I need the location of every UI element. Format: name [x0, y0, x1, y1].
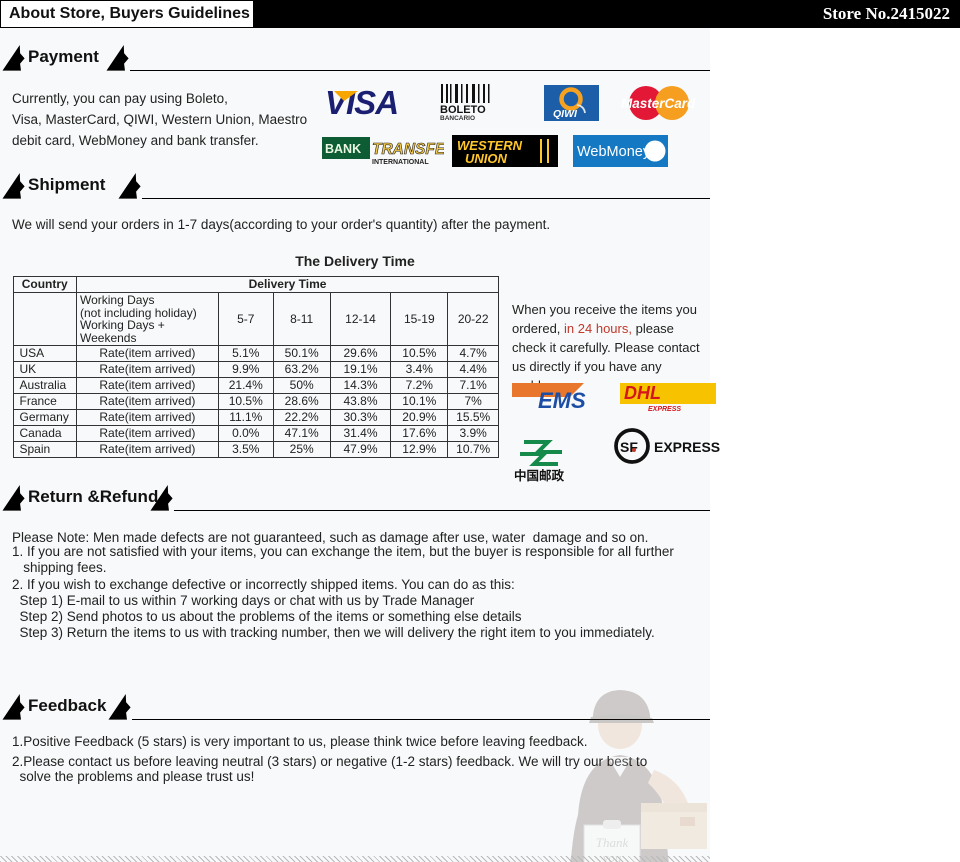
svg-text:EMS: EMS — [538, 388, 586, 413]
svg-text:中国邮政: 中国邮政 — [514, 468, 565, 483]
svg-text:UNION: UNION — [465, 151, 508, 166]
svg-text:EXPRESS: EXPRESS — [654, 439, 720, 455]
svg-text:MasterCard: MasterCard — [621, 96, 696, 111]
svg-text:WebMoney: WebMoney — [577, 144, 651, 160]
svg-text:QIWI: QIWI — [553, 108, 578, 120]
svg-text:SF: SF — [620, 439, 638, 455]
svg-text:TRANSFER: TRANSFER — [372, 141, 444, 158]
svg-text:EXPRESS: EXPRESS — [648, 406, 681, 413]
svg-text:VISA: VISA — [325, 84, 398, 121]
svg-text:INTERNATIONAL: INTERNATIONAL — [372, 159, 429, 166]
svg-text:DHL: DHL — [624, 383, 661, 403]
svg-text:Thank: Thank — [596, 835, 629, 850]
svg-text:BANCARIO: BANCARIO — [440, 115, 475, 122]
svg-text:BANK: BANK — [325, 142, 361, 156]
